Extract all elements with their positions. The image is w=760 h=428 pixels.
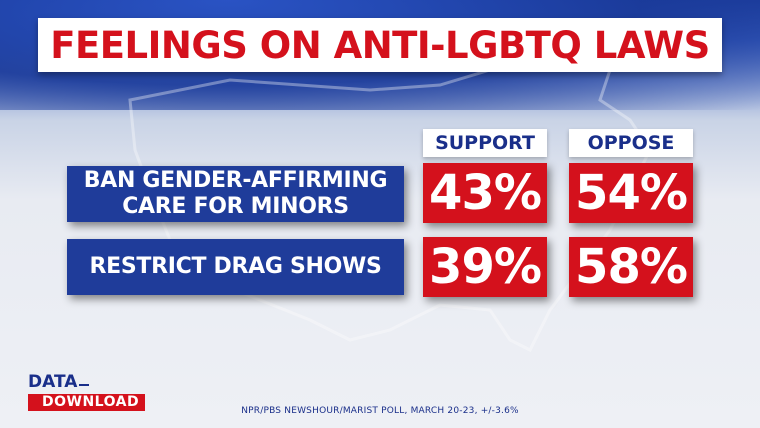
data-download-logo: DATA DOWNLOAD [28,372,146,411]
value-ban-care-oppose: 54% [569,163,693,223]
value-drag-shows-support: 39% [423,237,547,297]
row-label-ban-care-line2: CARE FOR MINORS [122,194,349,219]
row-label-ban-care: BAN GENDER-AFFIRMING CARE FOR MINORS [67,166,404,222]
column-header-oppose: OPPOSE [569,129,693,157]
source-caption: NPR/PBS NEWSHOUR/MARIST POLL, MARCH 20-2… [241,406,519,416]
row-label-drag-shows: RESTRICT DRAG SHOWS [67,239,404,295]
logo-download-text: DOWNLOAD [28,394,146,411]
chart-title: FEELINGS ON ANTI-LGBTQ LAWS [50,23,710,67]
logo-underscore [79,384,90,386]
title-banner: FEELINGS ON ANTI-LGBTQ LAWS [38,18,722,72]
column-header-support: SUPPORT [423,129,547,157]
logo-data-text: DATA [28,372,78,392]
row-label-drag-shows-text: RESTRICT DRAG SHOWS [89,254,382,279]
value-drag-shows-oppose: 58% [569,237,693,297]
value-ban-care-support: 43% [423,163,547,223]
row-label-ban-care-line1: BAN GENDER-AFFIRMING [83,168,388,193]
